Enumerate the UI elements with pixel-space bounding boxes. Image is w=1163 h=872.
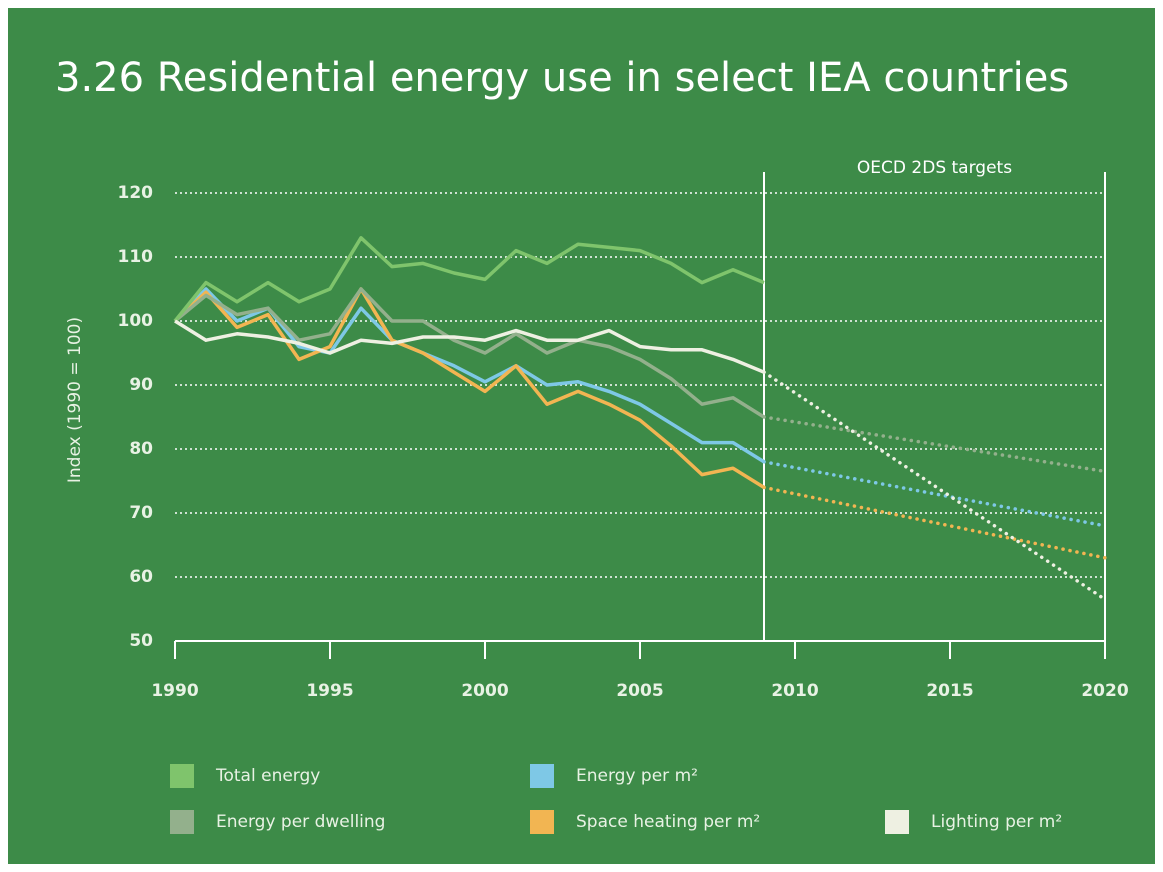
- y-tick-label: 70: [129, 503, 153, 523]
- y-tick-label: 110: [118, 247, 154, 267]
- legend-swatch: [530, 810, 554, 834]
- legend-label: Energy per dwelling: [216, 812, 385, 832]
- background: [8, 8, 1155, 864]
- series-line: [173, 287, 765, 419]
- y-tick-label: 60: [129, 567, 153, 587]
- y-tick-label: 50: [129, 631, 153, 651]
- legend-label: Space heating per m²: [576, 812, 760, 832]
- legend-swatch: [530, 764, 554, 788]
- series-line: [174, 319, 765, 374]
- x-tick-label: 2015: [926, 681, 973, 701]
- y-tick-label: 120: [118, 183, 154, 203]
- legend-label: Total energy: [215, 766, 320, 786]
- x-tick-label: 2005: [616, 681, 663, 701]
- x-tick-label: 2000: [461, 681, 508, 701]
- target-line: [762, 485, 1107, 560]
- annotation: OECD 2DS targets: [857, 158, 1012, 178]
- legend-swatch: [170, 764, 194, 788]
- y-tick-label: 90: [129, 375, 153, 395]
- chart-title: 3.26 Residential energy use in select IE…: [55, 55, 1069, 101]
- legend-label: Lighting per m²: [931, 812, 1062, 832]
- target-line: [762, 415, 1107, 474]
- x-tick-label: 2010: [771, 681, 818, 701]
- y-tick-label: 80: [129, 439, 153, 459]
- target-line: [762, 370, 1107, 602]
- legend-swatch: [170, 810, 194, 834]
- y-tick-label: 100: [118, 311, 154, 331]
- x-tick-label: 1990: [151, 681, 198, 701]
- y-axis-label: Index (1990 = 100): [65, 317, 85, 483]
- series-line: [173, 236, 765, 323]
- x-tick-label: 2020: [1081, 681, 1128, 701]
- legend-label: Energy per m²: [576, 766, 698, 786]
- x-tick-label: 1995: [306, 681, 353, 701]
- target-line: [762, 460, 1107, 528]
- series-line: [173, 287, 765, 489]
- legend-swatch: [885, 810, 909, 834]
